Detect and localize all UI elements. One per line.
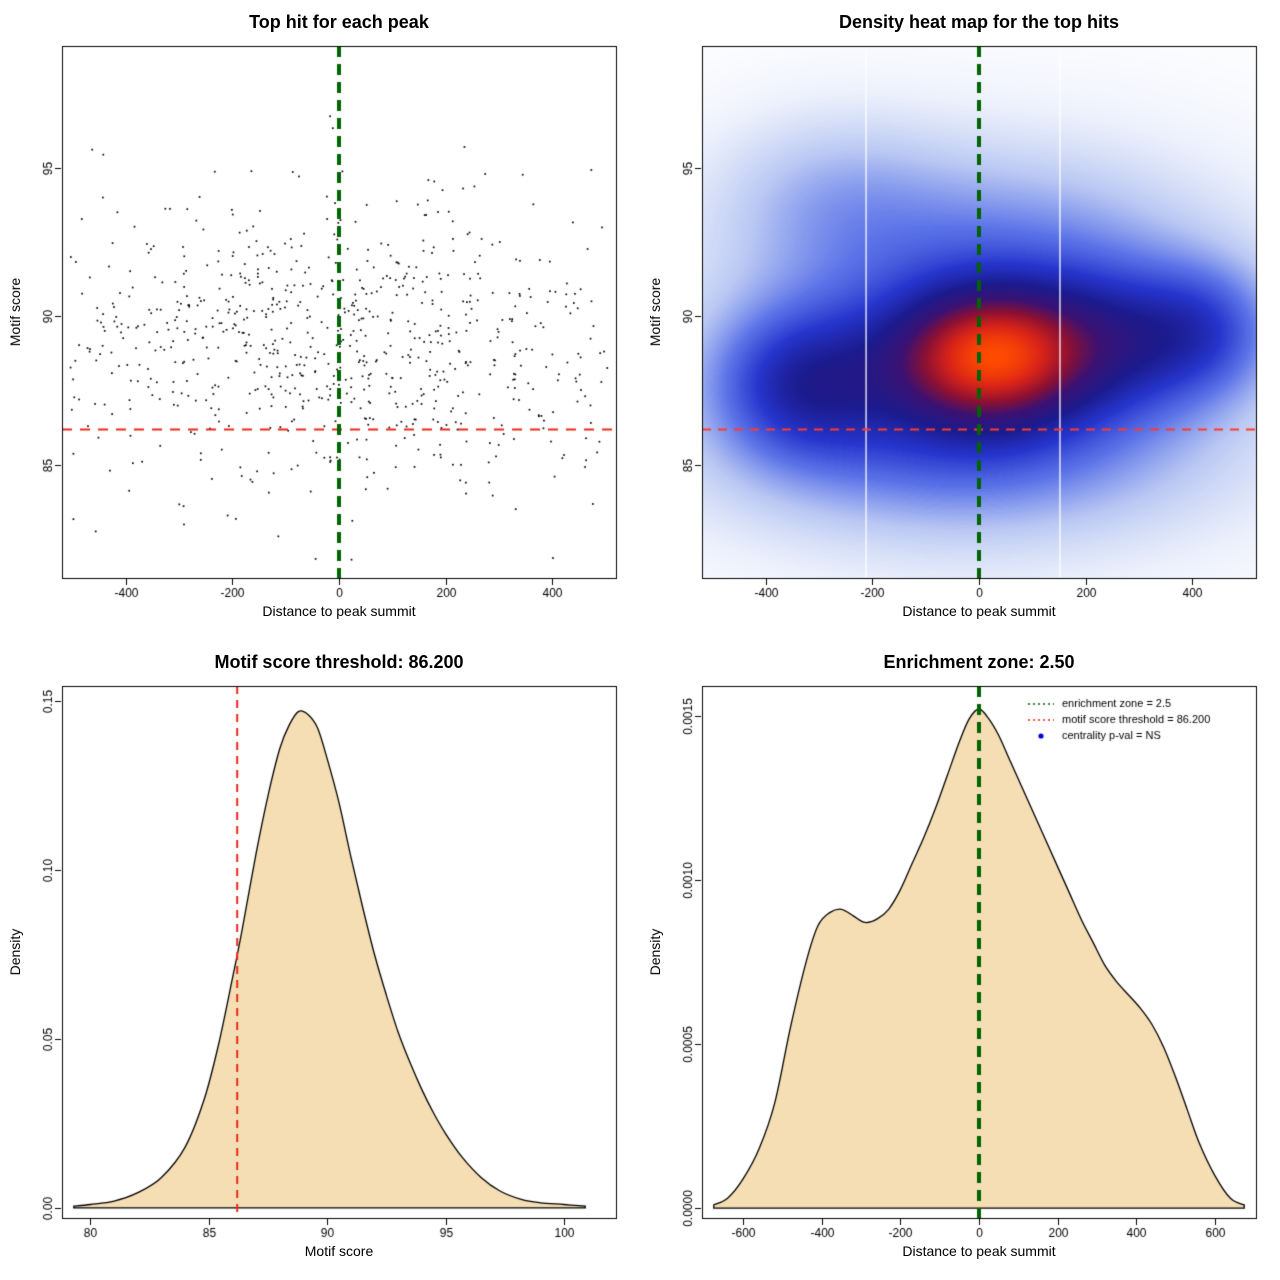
x-axis-label: Distance to peak summit bbox=[902, 1243, 1056, 1259]
heatmap-plot-canvas bbox=[640, 0, 1280, 640]
y-axis-label: Motif score bbox=[7, 277, 23, 347]
panel-enrichment-zone-density: Enrichment zone: 2.50 Distance to peak s… bbox=[640, 640, 1280, 1280]
panel-title: Motif score threshold: 86.200 bbox=[214, 652, 464, 672]
score-density-canvas bbox=[0, 640, 640, 1280]
panel-top-hits-scatter: Top hit for each peak Distance to peak s… bbox=[0, 0, 640, 640]
distance-density-canvas bbox=[640, 640, 1280, 1280]
panel-title: Top hit for each peak bbox=[249, 12, 429, 32]
panel-title: Density heat map for the top hits bbox=[838, 12, 1120, 32]
x-axis-label: Distance to peak summit bbox=[902, 603, 1056, 619]
panel-title: Enrichment zone: 2.50 bbox=[883, 652, 1075, 672]
panel-density-heatmap: Density heat map for the top hits Distan… bbox=[640, 0, 1280, 640]
y-axis-label: Density bbox=[7, 928, 23, 976]
y-axis-label: Density bbox=[647, 928, 663, 976]
scatter-plot-canvas bbox=[0, 0, 640, 640]
y-axis-label: Motif score bbox=[647, 277, 663, 347]
x-axis-label: Distance to peak summit bbox=[262, 603, 416, 619]
panel-motif-score-density: Motif score threshold: 86.200 Motif scor… bbox=[0, 640, 640, 1280]
x-axis-label: Motif score bbox=[304, 1243, 374, 1259]
